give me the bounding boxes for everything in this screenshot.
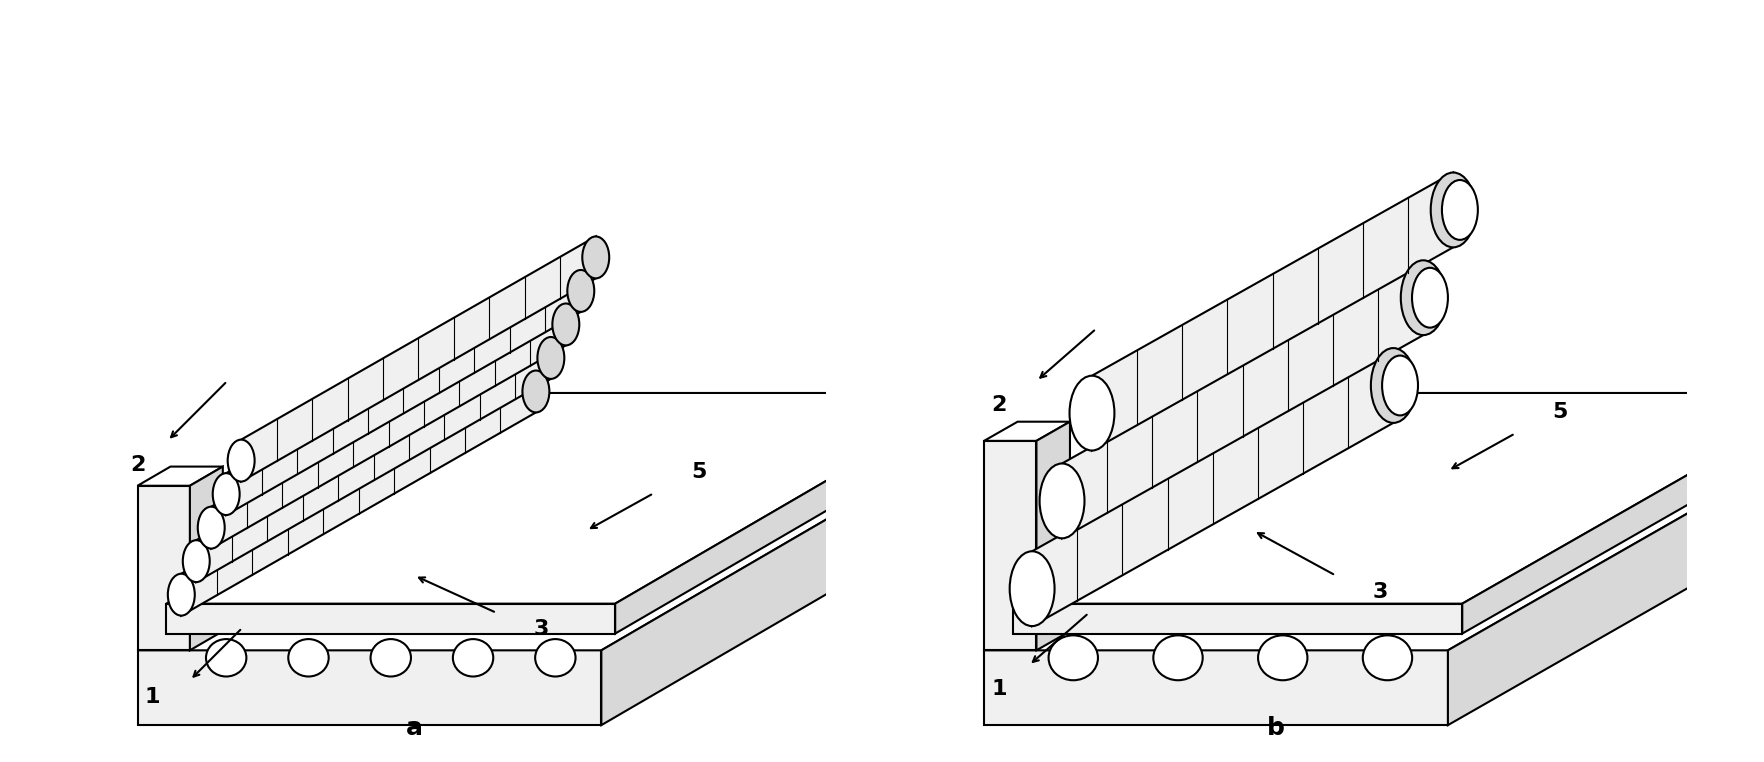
Text: 1: 1 xyxy=(145,687,161,706)
Ellipse shape xyxy=(1371,348,1415,423)
Polygon shape xyxy=(616,393,977,633)
Polygon shape xyxy=(1446,411,1764,725)
Ellipse shape xyxy=(582,236,609,278)
Ellipse shape xyxy=(1009,551,1053,626)
Ellipse shape xyxy=(206,639,247,677)
Ellipse shape xyxy=(1401,261,1445,335)
Polygon shape xyxy=(602,411,1013,725)
Ellipse shape xyxy=(1362,636,1411,680)
Text: 2: 2 xyxy=(131,455,145,475)
Text: 5: 5 xyxy=(690,463,706,482)
Text: b: b xyxy=(1267,716,1284,740)
Polygon shape xyxy=(138,466,222,485)
Ellipse shape xyxy=(1411,267,1446,328)
Polygon shape xyxy=(1062,261,1422,538)
Polygon shape xyxy=(182,370,536,616)
Polygon shape xyxy=(166,393,977,604)
Polygon shape xyxy=(196,337,550,582)
Ellipse shape xyxy=(1381,356,1416,415)
Ellipse shape xyxy=(1258,636,1307,680)
Text: 5: 5 xyxy=(1552,402,1566,422)
Polygon shape xyxy=(191,466,222,650)
Polygon shape xyxy=(1092,172,1452,450)
Ellipse shape xyxy=(1441,180,1476,240)
Text: 3: 3 xyxy=(1372,582,1388,602)
Ellipse shape xyxy=(1152,636,1201,680)
Ellipse shape xyxy=(228,440,254,482)
Ellipse shape xyxy=(453,639,492,677)
Text: 3: 3 xyxy=(533,620,549,639)
Text: a: a xyxy=(406,716,423,740)
Ellipse shape xyxy=(1431,172,1475,248)
Polygon shape xyxy=(226,270,580,515)
Ellipse shape xyxy=(1039,463,1083,538)
Ellipse shape xyxy=(288,639,328,677)
Ellipse shape xyxy=(534,639,575,677)
Text: 2: 2 xyxy=(991,395,1005,415)
Polygon shape xyxy=(1032,348,1392,626)
Text: 1: 1 xyxy=(991,679,1005,700)
Polygon shape xyxy=(242,236,596,482)
Ellipse shape xyxy=(370,639,411,677)
Ellipse shape xyxy=(552,303,579,345)
Polygon shape xyxy=(984,421,1069,441)
Polygon shape xyxy=(984,441,1035,650)
Ellipse shape xyxy=(183,540,210,582)
Polygon shape xyxy=(1035,421,1069,650)
Polygon shape xyxy=(984,650,1446,725)
Ellipse shape xyxy=(1048,636,1097,680)
Ellipse shape xyxy=(536,337,564,379)
Ellipse shape xyxy=(213,473,240,515)
Ellipse shape xyxy=(522,370,549,412)
Polygon shape xyxy=(946,246,1013,411)
Polygon shape xyxy=(1461,393,1764,633)
Polygon shape xyxy=(212,303,566,549)
Polygon shape xyxy=(138,650,602,725)
Polygon shape xyxy=(1013,126,1217,411)
Polygon shape xyxy=(946,126,1217,246)
Polygon shape xyxy=(1013,393,1764,604)
Polygon shape xyxy=(138,411,1013,650)
Polygon shape xyxy=(138,485,191,650)
Ellipse shape xyxy=(198,507,224,549)
Polygon shape xyxy=(1013,604,1461,633)
Polygon shape xyxy=(984,411,1764,650)
Polygon shape xyxy=(166,604,616,633)
Ellipse shape xyxy=(168,574,194,616)
Ellipse shape xyxy=(1069,376,1113,450)
Ellipse shape xyxy=(566,270,594,312)
